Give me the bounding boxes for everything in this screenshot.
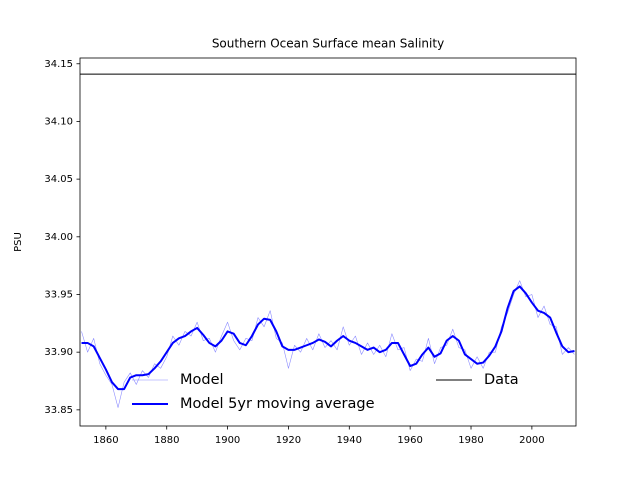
plot-frame — [79, 57, 577, 427]
x-tick-label: 1940 — [337, 435, 362, 446]
x-tick-label: 1860 — [93, 435, 118, 446]
chart-title: Southern Ocean Surface mean Salinity — [212, 37, 444, 51]
legend-label: Data — [484, 372, 519, 388]
y-tick-label: 33.95 — [44, 289, 73, 300]
series-line — [81, 285, 575, 391]
y-tick-label: 33.90 — [44, 347, 73, 358]
y-tick-label: 34.10 — [44, 116, 73, 127]
x-tick-label: 1920 — [276, 435, 301, 446]
y-tick-label: 33.85 — [44, 405, 73, 416]
x-tick-label: 1980 — [458, 435, 483, 446]
x-tick-label: 2000 — [519, 435, 544, 446]
legend-label: Model 5yr moving average — [180, 396, 375, 412]
x-tick-label: 1900 — [215, 435, 240, 446]
y-axis-label: PSU — [13, 232, 24, 252]
x-tick-label: 1880 — [154, 435, 179, 446]
y-tick-label: 34.05 — [44, 174, 73, 185]
legend-label: Model — [180, 372, 224, 388]
y-tick-label: 34.00 — [44, 232, 73, 243]
x-tick-label: 1960 — [397, 435, 422, 446]
y-tick-label: 34.15 — [44, 59, 73, 70]
